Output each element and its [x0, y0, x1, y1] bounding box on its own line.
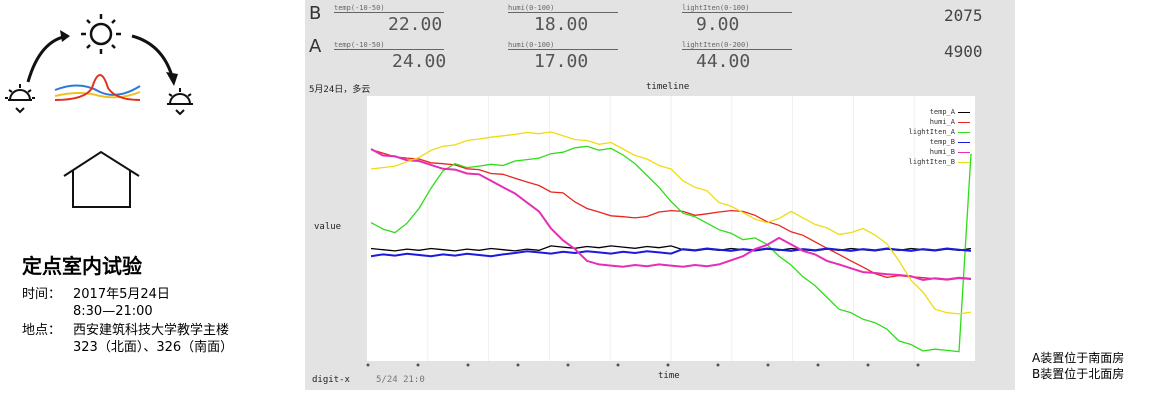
series-line-lightIten_A [370, 145, 972, 353]
series-line-lightIten_B [370, 131, 972, 315]
x-tick-dot [666, 363, 670, 367]
legend-entry-temp_B: temp_B [880, 138, 970, 148]
x-tick-dot [516, 363, 520, 367]
house-icon [63, 150, 140, 208]
x-tick-dot [416, 363, 420, 367]
plot-title: timeline [646, 82, 690, 92]
b-temp-label: temp(-10-50) [334, 4, 444, 13]
a-light-label: lightIten(0-200) [682, 41, 792, 50]
arrowhead-left [60, 30, 70, 42]
device-b-label: B [309, 3, 322, 24]
place-building: 西安建筑科技大学教学主楼 [73, 323, 230, 338]
digit-value: 5/24 21:0 [376, 375, 425, 385]
sun-icon [81, 14, 121, 54]
legend-label: humi_A [929, 118, 955, 126]
series-line-humi_A [370, 148, 972, 281]
b-light-label: lightIten(0-100) [682, 4, 792, 13]
plot-series [370, 131, 972, 353]
legend-entry-lightIten_A: lightIten_A [880, 128, 970, 138]
legend-label: temp_A [929, 108, 955, 116]
legend-label: lightIten_A [908, 128, 955, 136]
plot-grid [427, 96, 915, 361]
legend-entry-lightIten_B: lightIten_B [880, 158, 970, 168]
time-range: 8:30—21:00 [73, 304, 153, 319]
b-humi-value: 18.00 [534, 14, 589, 35]
legend-swatch [958, 111, 970, 113]
x-tick-dot [716, 363, 720, 367]
time-date: 2017年5月24日 [73, 287, 170, 302]
x-tick-dot [466, 363, 470, 367]
experiment-title: 定点室内试验 [22, 254, 142, 278]
legend-swatch [958, 141, 970, 143]
legend-label: humi_B [929, 148, 955, 156]
series-line-temp_B [370, 247, 972, 258]
place-label: 地点： [22, 323, 62, 338]
note-device-a: A装置位于南面房 [1032, 351, 1125, 365]
legend-entry-temp_A: temp_A [880, 108, 970, 118]
x-tick-dot [366, 363, 370, 367]
a-count: 4900 [944, 42, 983, 61]
a-humi-value: 17.00 [534, 51, 589, 72]
x-tick-dot [766, 363, 770, 367]
b-humi-label: humi(0-100) [508, 4, 618, 13]
series-line-humi_B [370, 148, 972, 282]
a-light-value: 44.00 [696, 51, 751, 72]
a-temp-label: temp(-10-50) [334, 41, 444, 50]
x-tick-dot [866, 363, 870, 367]
legend-swatch [958, 161, 970, 163]
arc-arrow-right [131, 34, 174, 77]
legend-swatch [958, 151, 970, 153]
curves-icon [54, 74, 141, 101]
digit-label: digit-x [312, 375, 350, 385]
legend-swatch [958, 131, 970, 133]
b-temp-value: 22.00 [388, 14, 443, 35]
arrowhead-right [166, 72, 178, 86]
device-a-label: A [309, 36, 322, 57]
place-rooms: 323（北面）、326（南面） [73, 340, 234, 355]
b-count: 2075 [944, 6, 983, 25]
x-tick-dot [566, 363, 570, 367]
plot-date: 5月24日，多云 [309, 85, 371, 95]
arc-arrow-left [26, 34, 69, 83]
legend-label: temp_B [929, 138, 955, 146]
x-tick-dot [916, 363, 920, 367]
y-axis-label: value [314, 222, 342, 232]
legend-swatch [958, 121, 970, 123]
a-humi-label: humi(0-100) [508, 41, 618, 50]
sunrise-icon [5, 84, 35, 114]
x-tick-dot [616, 363, 620, 367]
sun-cycle-illustration [5, 14, 193, 208]
legend-entry-humi_B: humi_B [880, 148, 970, 158]
b-light-value: 9.00 [696, 14, 740, 35]
x-tick-dot [816, 363, 820, 367]
x-axis-ticks [366, 363, 920, 367]
legend-entry-humi_A: humi_A [880, 118, 970, 128]
note-device-b: B装置位于北面房 [1032, 367, 1125, 381]
timeline-plot [367, 96, 975, 361]
x-axis-label: time [658, 371, 680, 381]
time-label: 时间： [22, 287, 62, 302]
a-temp-value: 24.00 [392, 51, 447, 72]
sunset-icon [167, 88, 193, 116]
legend-label: lightIten_B [908, 158, 955, 166]
